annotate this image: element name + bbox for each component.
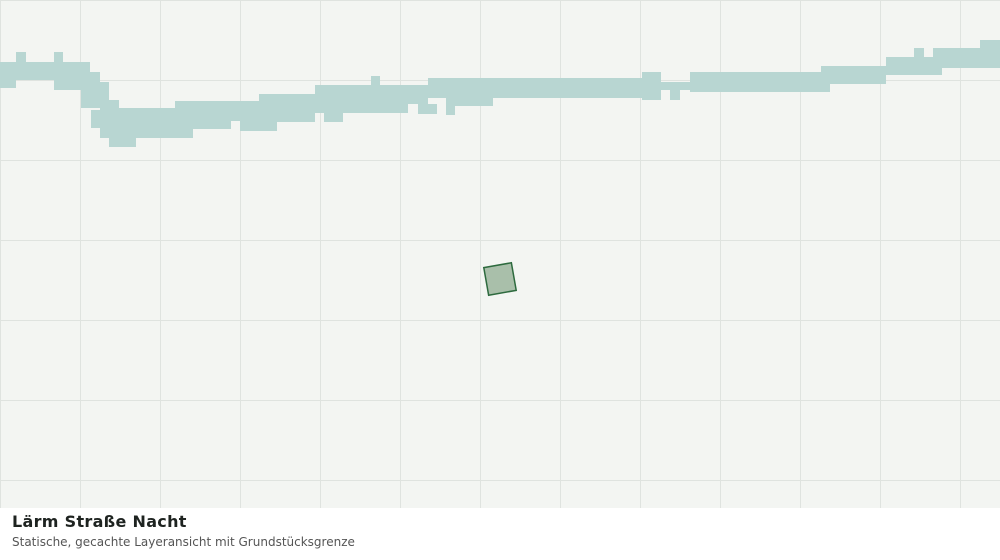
title: Lärm Straße Nacht: [12, 512, 187, 531]
caption: Lärm Straße Nacht Statische, gecachte La…: [12, 512, 355, 549]
parcel-boundary: [482, 261, 518, 297]
map: [0, 0, 1000, 508]
subtitle: Statische, gecachte Layeransicht mit Gru…: [12, 535, 355, 549]
noise-layer: [0, 40, 1000, 147]
